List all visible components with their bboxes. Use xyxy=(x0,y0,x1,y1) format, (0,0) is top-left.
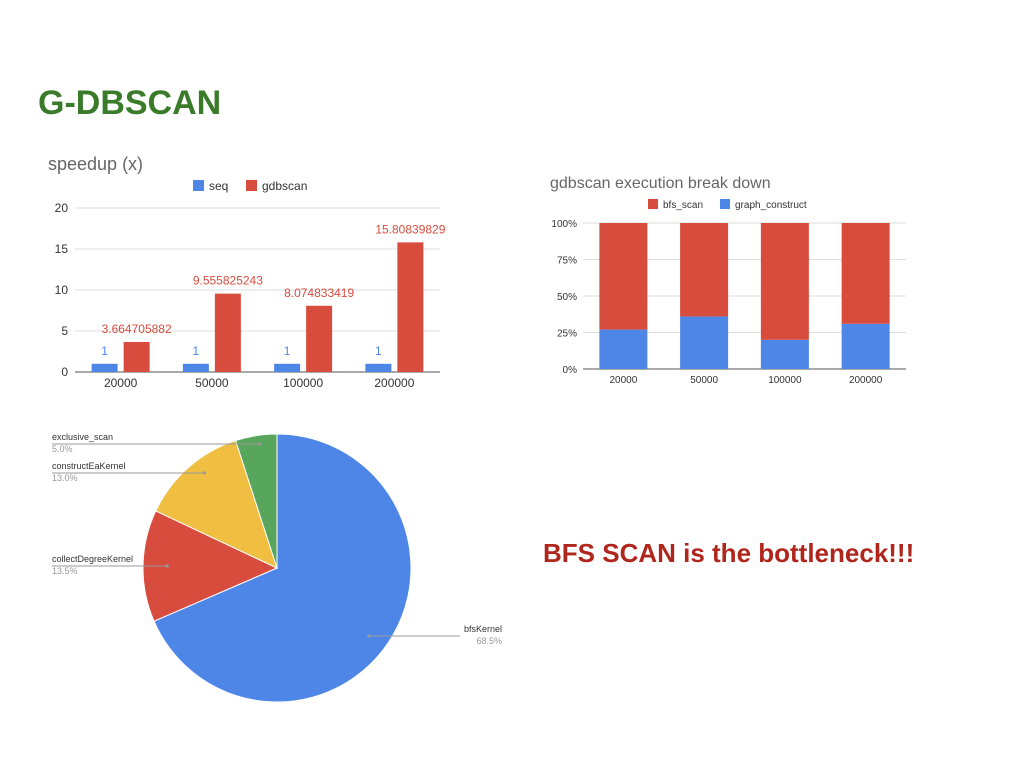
pie-slice-percent: 13.5% xyxy=(52,566,78,576)
pie-slice-label: collectDegreeKernel xyxy=(52,554,133,564)
breakdown-y-tick-label: 75% xyxy=(557,256,577,267)
speedup-bar-gdbscan xyxy=(306,305,333,372)
speedup-x-tick-label: 20000 xyxy=(104,376,138,390)
pie-slice-percent: 13.0% xyxy=(52,473,78,483)
speedup-bar-gdbscan xyxy=(214,293,241,372)
breakdown-bar-graph_construct xyxy=(760,339,809,369)
speedup-y-tick-label: 10 xyxy=(55,283,69,297)
speedup-bar-seq xyxy=(182,363,209,372)
speedup-data-label-gdbscan: 9.555825243 xyxy=(193,274,263,288)
speedup-data-label-seq: 1 xyxy=(284,344,291,358)
pie-slice-label: constructEaKernel xyxy=(52,461,126,471)
breakdown-bar-bfs_scan xyxy=(760,223,809,340)
pie-slice-exclusive_scan xyxy=(234,433,278,569)
speedup-legend-swatch-gdbscan xyxy=(246,180,257,191)
speedup-legend-label-gdbscan: gdbscan xyxy=(262,179,307,193)
pie-slice-bfsKernel xyxy=(153,433,412,703)
breakdown-bars xyxy=(599,223,890,369)
breakdown-bar-bfs_scan xyxy=(680,223,729,317)
speedup-x-tick-label: 50000 xyxy=(195,376,229,390)
speedup-x-tick-label: 200000 xyxy=(374,376,414,390)
breakdown-x-tick-label: 200000 xyxy=(849,375,883,386)
speedup-data-label-gdbscan: 15.80839829 xyxy=(375,222,445,236)
speedup-chart-title: speedup (x) xyxy=(48,154,143,174)
speedup-data-label-seq: 1 xyxy=(193,344,200,358)
breakdown-x-tick-label: 50000 xyxy=(690,375,718,386)
pie-slice-percent: 68.5% xyxy=(476,636,502,646)
breakdown-y-tick-label: 0% xyxy=(563,365,578,376)
speedup-legend: seq gdbscan xyxy=(193,179,307,193)
pie-leader-dot xyxy=(258,442,262,446)
speedup-bars: 1 3.664705882 1 9.555825243 1 8.074833419 1 15.… xyxy=(91,222,446,372)
breakdown-y-tick-label: 25% xyxy=(557,329,577,340)
breakdown-chart-title: gdbscan execution break down xyxy=(550,175,771,192)
speedup-bar-seq xyxy=(365,363,392,372)
breakdown-bar-bfs_scan xyxy=(841,223,890,324)
speedup-legend-swatch-seq xyxy=(193,180,204,191)
speedup-legend-label-seq: seq xyxy=(209,179,228,193)
pie-leader-dot xyxy=(202,471,206,475)
speedup-y-tick-label: 15 xyxy=(55,242,69,256)
breakdown-bar-graph_construct xyxy=(599,329,648,369)
speedup-bar-seq xyxy=(91,363,118,372)
breakdown-legend-label-bfs_scan: bfs_scan xyxy=(663,200,703,211)
pie-slice-label: exclusive_scan xyxy=(52,432,113,442)
breakdown-x-tick-label: 100000 xyxy=(768,375,802,386)
speedup-bar-gdbscan xyxy=(123,341,150,372)
speedup-bar-gdbscan xyxy=(397,242,424,372)
slide-title: G-DBSCAN xyxy=(38,84,222,122)
pie-slice-label: bfsKernel xyxy=(464,624,502,634)
breakdown-bar-bfs_scan xyxy=(599,223,648,330)
pie-leader-dot xyxy=(367,634,371,638)
bottleneck-callout: BFS SCAN is the bottleneck!!! xyxy=(543,538,915,568)
speedup-y-tick-label: 0 xyxy=(61,365,68,379)
speedup-data-label-gdbscan: 8.074833419 xyxy=(284,286,354,300)
breakdown-bar-graph_construct xyxy=(841,323,890,369)
speedup-y-ticks: 0 5 10 15 20 xyxy=(55,201,69,379)
speedup-x-ticks: 20000 50000 100000 200000 xyxy=(104,376,415,390)
breakdown-legend: bfs_scan graph_construct xyxy=(648,199,807,211)
breakdown-y-tick-label: 100% xyxy=(551,219,577,230)
pie-labels: bfsKernel 68.5% collectDegreeKernel 13.5% co… xyxy=(52,432,502,646)
speedup-x-tick-label: 100000 xyxy=(283,376,323,390)
speedup-y-tick-label: 20 xyxy=(55,201,69,215)
breakdown-x-ticks: 20000 50000 100000 200000 xyxy=(609,375,882,386)
breakdown-y-tick-label: 50% xyxy=(557,292,577,303)
breakdown-legend-swatch-graph_construct xyxy=(720,199,730,209)
breakdown-bar-graph_construct xyxy=(680,316,729,369)
breakdown-x-tick-label: 20000 xyxy=(609,375,637,386)
pie-leader-dot xyxy=(165,564,169,568)
speedup-bar-seq xyxy=(274,363,301,372)
speedup-y-tick-label: 5 xyxy=(61,324,68,338)
speedup-data-label-gdbscan: 3.664705882 xyxy=(102,322,172,336)
breakdown-legend-label-graph_construct: graph_construct xyxy=(735,200,807,211)
breakdown-legend-swatch-bfs_scan xyxy=(648,199,658,209)
speedup-data-label-seq: 1 xyxy=(375,344,382,358)
pie-slices xyxy=(142,433,412,703)
pie-slice-constructEaKernel xyxy=(155,439,278,569)
pie-slice-percent: 5.0% xyxy=(52,444,73,454)
breakdown-y-ticks: 0% 25% 50% 75% 100% xyxy=(551,219,577,376)
speedup-data-label-seq: 1 xyxy=(101,344,108,358)
